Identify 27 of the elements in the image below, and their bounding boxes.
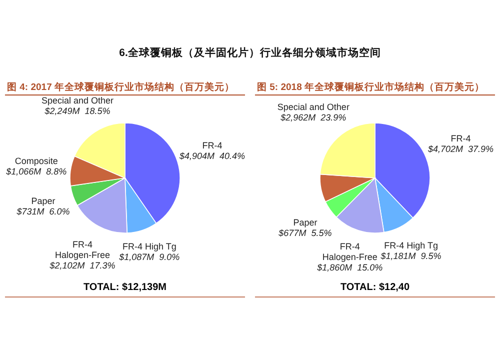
data-label: $2,249M 18.5% [44,106,110,116]
data-label: $677M 5.5% [278,228,332,238]
chart-title: 图 5: 2018 年全球覆铜板行业市场结构（百万美元） [257,81,484,93]
data-label: $1,066M 8.8% [5,166,67,177]
text: TOTAL: $12,40 [340,282,410,293]
slice-label: Special and Other [277,102,350,112]
data-label: $731M 6.0% [16,206,70,217]
text: 6.全球覆铜板（及半固化片）行业各细分领域市场空间 [119,46,381,59]
slice-label: FR-4 [450,134,471,144]
slice-label: FR-4 Halogen-Free [322,242,378,262]
slice-label: FR-4 High Tg [384,240,438,250]
slice-label: FR-4 Halogen-Free [55,239,110,260]
slice-label: FR-4 High Tg [122,241,176,252]
text: TOTAL: $12,139M [84,282,166,293]
slice-label: Special and Other [41,96,114,106]
data-label: $1,087M 9.0% [118,252,180,262]
slice-label: Composite [14,156,58,166]
slice-label: Paper [293,218,318,228]
data-label: $2,102M 17.3% [48,260,116,270]
chart-title: 图 4: 2017 年全球覆铜板行业市场结构（百万美元） [7,81,234,93]
slice-label: FR-4 [202,140,222,150]
data-label: $1,860M 15.0% [316,262,383,273]
slice-label: Paper [31,196,56,206]
data-label: $4,904M 40.4% [178,150,245,161]
data-label: $2,962M 23.9% [280,112,346,122]
data-label: $1,181M 9.5% [380,250,442,261]
data-label: $4,702M 37.9% [426,144,494,154]
